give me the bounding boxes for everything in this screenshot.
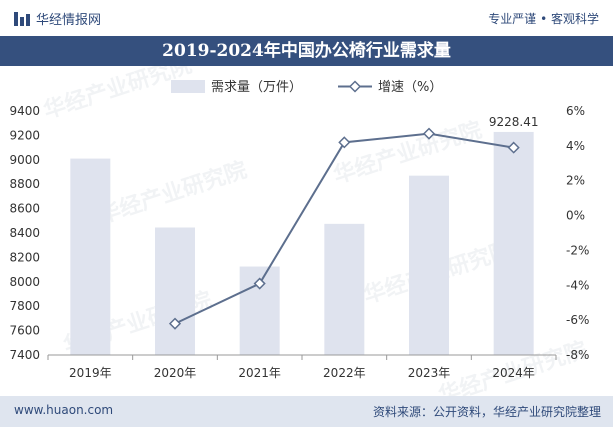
legend-label-line: 增速（%） — [378, 80, 442, 95]
y-right-tick-label-5: 2% — [566, 174, 585, 188]
x-tick-label-5: 2024年 — [492, 366, 535, 380]
line-point-4 — [422, 127, 436, 140]
y-right-tick-label-2: -4% — [566, 278, 589, 292]
y-right-tick-label-3: -2% — [566, 243, 589, 257]
brand-logo-icon — [14, 11, 30, 26]
y-left-tick-label-6: 8600 — [9, 202, 40, 216]
footer: www.huaon.com 资料来源：公开资料，华经产业研究院整理 — [0, 396, 613, 427]
y-right-tick-label-1: -6% — [566, 313, 589, 327]
y-right-tick-label-0: -8% — [566, 348, 589, 362]
y-left-tick-label-2: 7800 — [9, 299, 40, 313]
legend-swatch-bars — [171, 80, 205, 93]
legend: 需求量（万件） 增速（%） — [171, 80, 442, 95]
line-point-3 — [338, 136, 351, 149]
line-point-5 — [507, 141, 520, 154]
chart-title: 2019-2024年中国办公椅行业需求量 — [162, 41, 451, 61]
x-tick-label-3: 2022年 — [323, 366, 366, 380]
top-bar: 华经情报网 专业严谨 • 客观科学 — [0, 0, 613, 36]
bar-3 — [324, 223, 365, 355]
brand[interactable]: 华经情报网 — [14, 9, 101, 28]
legend-swatch-marker — [348, 80, 362, 93]
y-left-tick-label-0: 7400 — [9, 348, 40, 362]
x-tick-label-0: 2019年 — [69, 366, 112, 380]
y-left-tick-label-1: 7600 — [9, 324, 40, 338]
footer-source: 资料来源：公开资料，华经产业研究院整理 — [372, 405, 601, 419]
line-layer — [168, 127, 520, 330]
bar-5 — [493, 131, 534, 355]
x-tick-label-1: 2020年 — [154, 366, 197, 380]
line-point-1 — [168, 317, 182, 330]
title-bar: 2019-2024年中国办公椅行业需求量 — [0, 36, 613, 66]
bars-layer: 9228.41 — [70, 115, 538, 355]
legend-label-bars: 需求量（万件） — [211, 80, 302, 95]
y-left-tick-label-10: 9400 — [9, 104, 40, 118]
y-right-tick-label-7: 6% — [566, 104, 585, 118]
y-left-tick-label-5: 8400 — [9, 226, 40, 240]
axis-layer: 2019年 2020年 2021年 2022年 2023年 2024年 7400 7600 78… — [9, 104, 589, 380]
brand-name: 华经情报网 — [36, 13, 102, 28]
tagline: 专业严谨 • 客观科学 — [488, 12, 599, 26]
y-left-tick-label-9: 9200 — [9, 128, 40, 142]
y-left-tick-label-7: 8800 — [9, 177, 40, 191]
y-right-tick-label-6: 4% — [566, 139, 585, 153]
y-left-tick-label-3: 8000 — [9, 275, 40, 289]
y-left-tick-label-4: 8200 — [9, 250, 40, 264]
y-right-tick-label-4: 0% — [566, 209, 585, 223]
bar-4 — [409, 175, 449, 355]
line-point-2 — [253, 277, 266, 290]
y-left-tick-label-8: 9000 — [9, 153, 40, 167]
x-tick-label-4: 2023年 — [408, 366, 451, 380]
bar-1 — [155, 227, 195, 355]
bar-0 — [70, 158, 111, 355]
x-tick-label-2: 2021年 — [238, 366, 281, 380]
chart: 9228.41 2019年 2020年 2021年 2022年 2023年 2024年 74… — [9, 80, 589, 380]
data-label-5: 9228.41 — [489, 115, 539, 129]
footer-url[interactable]: www.huaon.com — [14, 403, 114, 417]
